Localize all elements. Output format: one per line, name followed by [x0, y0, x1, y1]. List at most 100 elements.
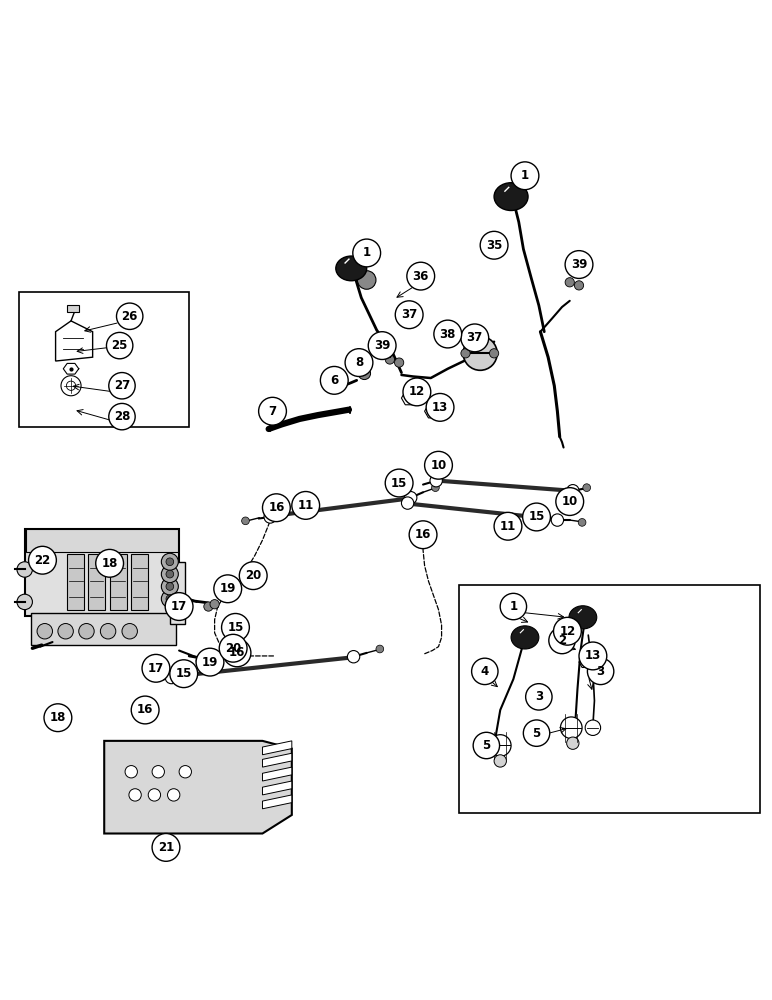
Circle shape: [165, 593, 193, 620]
Circle shape: [204, 602, 213, 611]
Text: 18: 18: [101, 557, 118, 570]
Text: 11: 11: [297, 499, 314, 512]
Circle shape: [58, 624, 73, 639]
Circle shape: [165, 671, 178, 684]
Circle shape: [461, 349, 470, 358]
Text: 37: 37: [401, 308, 418, 321]
Text: 19: 19: [201, 656, 218, 669]
Bar: [110, 554, 127, 610]
Bar: [19, 292, 189, 427]
Circle shape: [574, 281, 584, 290]
Circle shape: [170, 660, 198, 688]
Text: 12: 12: [408, 385, 425, 398]
Ellipse shape: [511, 626, 539, 649]
Circle shape: [385, 355, 394, 364]
Circle shape: [473, 732, 499, 759]
Circle shape: [556, 488, 584, 515]
Text: 5: 5: [482, 739, 490, 752]
Text: 16: 16: [268, 501, 285, 514]
Text: 10: 10: [561, 495, 578, 508]
Circle shape: [480, 231, 508, 259]
Text: 13: 13: [432, 401, 449, 414]
Text: 26: 26: [121, 310, 138, 323]
Circle shape: [161, 566, 178, 583]
Circle shape: [166, 570, 174, 578]
Circle shape: [526, 684, 552, 710]
Circle shape: [320, 366, 348, 394]
Text: 1: 1: [510, 600, 517, 613]
Text: 39: 39: [374, 339, 391, 352]
Circle shape: [523, 503, 550, 531]
Circle shape: [409, 521, 437, 549]
Text: 7: 7: [269, 405, 276, 418]
Circle shape: [357, 271, 376, 289]
Circle shape: [403, 378, 431, 406]
Text: 15: 15: [391, 477, 408, 490]
Circle shape: [125, 766, 137, 778]
Polygon shape: [262, 741, 292, 755]
Circle shape: [358, 367, 371, 380]
Circle shape: [242, 517, 249, 525]
Text: 25: 25: [111, 339, 128, 352]
Circle shape: [168, 789, 180, 801]
Circle shape: [376, 645, 384, 653]
Circle shape: [222, 613, 249, 641]
Circle shape: [353, 239, 381, 267]
Circle shape: [579, 642, 607, 670]
Text: 22: 22: [34, 554, 51, 567]
Bar: [88, 554, 105, 610]
Circle shape: [425, 451, 452, 479]
Text: 11: 11: [499, 520, 516, 533]
Circle shape: [117, 303, 143, 329]
Bar: [131, 554, 148, 610]
Circle shape: [347, 651, 360, 663]
Text: 37: 37: [466, 331, 483, 344]
Text: 21: 21: [157, 841, 174, 854]
Circle shape: [489, 735, 511, 756]
Circle shape: [161, 553, 178, 570]
Text: 3: 3: [535, 690, 543, 703]
Circle shape: [29, 546, 56, 574]
Text: 4: 4: [481, 665, 489, 678]
Circle shape: [239, 562, 267, 590]
Circle shape: [219, 634, 247, 662]
Circle shape: [262, 494, 290, 522]
Circle shape: [511, 162, 539, 190]
Circle shape: [407, 262, 435, 290]
Circle shape: [17, 594, 32, 610]
Circle shape: [560, 717, 582, 739]
Circle shape: [585, 720, 601, 735]
Circle shape: [463, 336, 497, 370]
Circle shape: [489, 349, 499, 358]
Text: 17: 17: [171, 600, 188, 613]
Text: 12: 12: [559, 625, 576, 638]
Circle shape: [394, 358, 404, 367]
Text: 1: 1: [363, 246, 371, 259]
Circle shape: [401, 497, 414, 509]
Circle shape: [395, 301, 423, 329]
Circle shape: [461, 324, 489, 352]
Circle shape: [142, 654, 170, 682]
Circle shape: [107, 332, 133, 359]
Circle shape: [148, 789, 161, 801]
Circle shape: [259, 397, 286, 425]
Circle shape: [432, 484, 439, 492]
Polygon shape: [104, 741, 292, 834]
Circle shape: [494, 512, 522, 540]
Circle shape: [494, 755, 506, 767]
Circle shape: [166, 595, 174, 603]
Text: 35: 35: [486, 239, 503, 252]
Circle shape: [292, 492, 320, 519]
Text: 15: 15: [175, 667, 192, 680]
Circle shape: [345, 349, 373, 376]
Text: 10: 10: [430, 459, 447, 472]
Circle shape: [223, 639, 251, 667]
Text: 5: 5: [533, 727, 540, 740]
Circle shape: [583, 484, 591, 492]
Text: 1: 1: [521, 169, 529, 182]
Circle shape: [17, 562, 32, 577]
Text: 20: 20: [245, 569, 262, 582]
Circle shape: [565, 278, 574, 287]
Polygon shape: [262, 795, 292, 809]
Circle shape: [152, 766, 164, 778]
